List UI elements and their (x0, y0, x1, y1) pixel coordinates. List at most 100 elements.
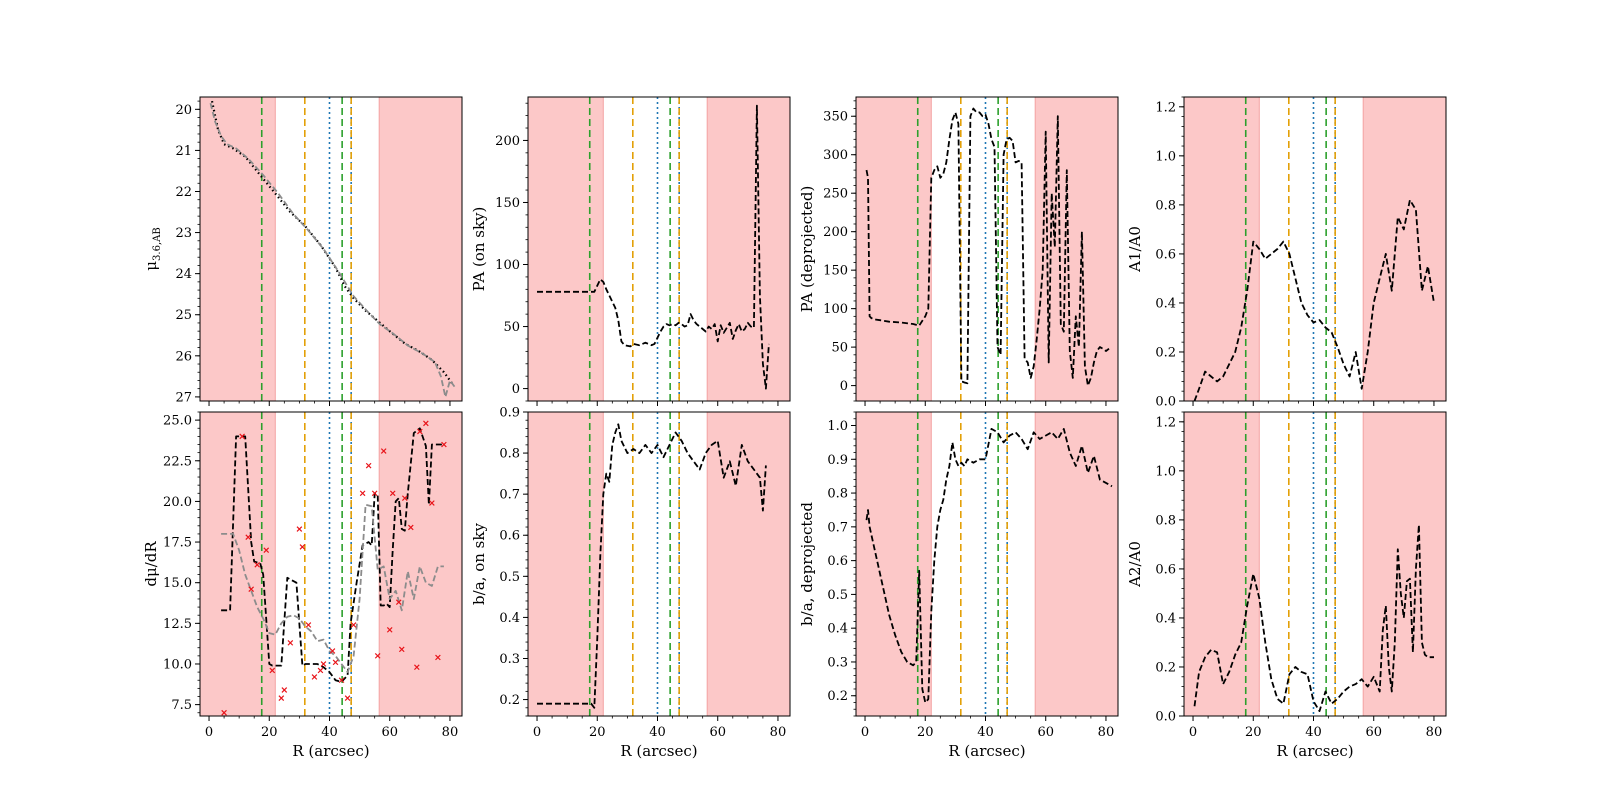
ylabel-ba-deprojected: b/a, deprojected (798, 502, 816, 626)
data-marker (305, 622, 312, 628)
y-tick-label: 0.8 (827, 487, 848, 502)
y-tick-label: 17.5 (163, 536, 192, 551)
y-tick-label: 27 (175, 390, 192, 405)
data-marker (221, 709, 227, 716)
shaded-region (528, 97, 604, 401)
y-tick-label: 24 (175, 267, 192, 282)
data-marker (401, 495, 408, 501)
data-marker (338, 677, 345, 684)
series-line-model_gradient (221, 503, 444, 673)
data-marker (359, 490, 366, 497)
y-tick-label: 0.2 (499, 693, 520, 708)
y-tick-label: 0.5 (827, 588, 848, 603)
y-tick-label: 22 (175, 185, 192, 200)
data-marker (435, 654, 441, 661)
x-tick-label: 40 (649, 725, 666, 740)
x-tick-label: 20 (261, 725, 278, 740)
x-tick-label: 60 (709, 725, 726, 740)
y-tick-label: 12.5 (163, 617, 192, 632)
y-tick-label: 200 (823, 225, 848, 240)
ylabel-pa-on-sky: PA (on sky) (470, 207, 488, 292)
x-tick-label: 60 (1037, 725, 1054, 740)
shaded-region (1363, 412, 1446, 716)
y-tick-label: 0.9 (499, 406, 520, 421)
data-marker (386, 627, 393, 633)
y-tick-label: 20.0 (163, 495, 192, 510)
data-marker (423, 420, 429, 427)
y-tick-label: 100 (823, 302, 848, 317)
data-marker (365, 462, 372, 469)
y-tick-label: 0 (512, 382, 520, 397)
y-tick-label: 0.4 (499, 611, 520, 626)
xlabel-col-1: R (arcsec) (292, 742, 369, 760)
y-tick-label: 0.8 (1155, 513, 1176, 528)
panel-a2-a0: A2/A0 0 20 40 60 80 0.0 0.2 0.4 0.6 0.8 1.0 1.2 (1126, 411, 1447, 740)
x-tick-label: 60 (381, 725, 398, 740)
y-tick-label: 200 (495, 134, 520, 149)
y-tick-label: 0.9 (827, 453, 848, 468)
y-tick-label: 21 (175, 144, 192, 159)
data-marker (299, 544, 306, 550)
y-tick-label: 10.0 (163, 657, 192, 672)
data-marker (245, 534, 252, 541)
shaded-region (528, 412, 604, 716)
y-tick-label: 150 (495, 196, 520, 211)
x-tick-label: 40 (1305, 725, 1322, 740)
y-tick-label: 22.5 (163, 454, 192, 469)
shaded-region (1184, 97, 1260, 401)
series-line-ba_deproj (865, 427, 1113, 704)
y-tick-label: 150 (823, 264, 848, 279)
panel-pa-on-sky: PA (on sky) 0 50 100 150 200 (470, 96, 791, 406)
ylabel-a2-a0: A2/A0 (1126, 541, 1144, 588)
x-tick-label: 0 (1189, 725, 1197, 740)
panel-gradient: dμ/dR 0 20 40 60 80 7.5 10.0 12.5 15.0 17.5 20.0 22… (142, 411, 463, 740)
axes-frame (1183, 411, 1447, 717)
axes-frame (527, 411, 791, 717)
y-tick-label: 0.2 (827, 689, 848, 704)
y-tick-label: 0.3 (827, 655, 848, 670)
data-marker (296, 526, 303, 532)
x-tick-label: 60 (1365, 725, 1382, 740)
y-tick-label: 100 (495, 258, 520, 273)
x-tick-label: 80 (1098, 725, 1115, 740)
data-marker (269, 667, 276, 674)
ylabel-gradient: dμ/dR (142, 541, 160, 587)
y-tick-label: 0.2 (1155, 660, 1176, 675)
data-marker (441, 441, 447, 448)
y-tick-label: 0.8 (1155, 198, 1176, 213)
series-line-a2 (1193, 523, 1434, 712)
series-line-gradient (221, 427, 444, 683)
data-marker (389, 490, 396, 497)
panel-a1-a0: A1/A0 0.0 0.2 0.4 0.6 0.8 1.0 1.2 (1126, 96, 1447, 410)
x-tick-label: 80 (770, 725, 787, 740)
data-marker (407, 524, 414, 531)
data-marker (398, 646, 405, 653)
y-tick-label: 0.5 (499, 570, 520, 585)
x-tick-label: 0 (533, 725, 541, 740)
y-tick-label: 1.0 (1155, 464, 1176, 479)
x-tick-label: 80 (442, 725, 459, 740)
panel-surface-brightness: μ3.6,AB 20 21 22 23 24 25 26 27 (142, 96, 463, 406)
y-tick-label: 26 (175, 349, 192, 364)
shaded-region (379, 412, 462, 716)
data-marker (414, 664, 420, 671)
axes-frame (199, 411, 463, 717)
ylabel-mu-subscript: 3.6,AB (152, 227, 163, 261)
series-line-pa_deproj (865, 107, 1110, 387)
y-tick-label: 1.2 (1155, 100, 1176, 115)
series-line-ba_sky (537, 423, 767, 709)
y-tick-label: 0.3 (499, 652, 520, 667)
ylabel-a1-a0: A1/A0 (1126, 226, 1144, 273)
panel-ba-on-sky: b/a, on sky 0 20 40 60 80 0.2 0.3 0.4 0.5 0.6 0.7 0… (470, 406, 791, 740)
data-marker (311, 674, 318, 680)
y-tick-label: 300 (823, 148, 848, 163)
x-tick-label: 80 (1426, 725, 1443, 740)
data-marker (417, 428, 423, 435)
data-marker (317, 667, 324, 674)
y-tick-label: 7.5 (171, 698, 192, 713)
data-marker (320, 661, 327, 667)
panel-ba-deprojected: b/a, deprojected 0 20 40 60 80 0.2 0.3 0.4 0.5 0.… (798, 411, 1119, 740)
y-tick-label: 1.0 (827, 419, 848, 434)
data-marker (429, 500, 435, 506)
